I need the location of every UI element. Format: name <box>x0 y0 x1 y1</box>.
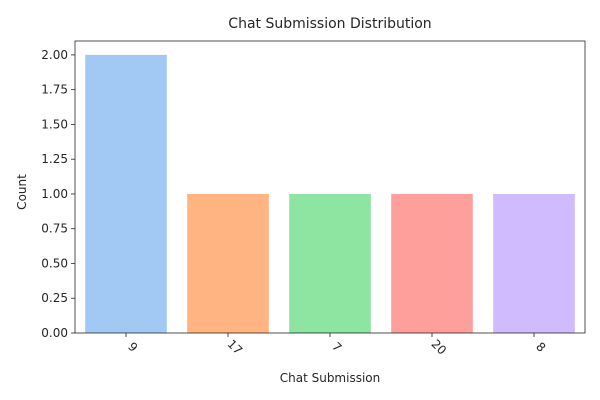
y-tick-label: 0.75 <box>41 222 68 236</box>
plot-area: 9 17 7 20 8 0.00 0.25 0.50 0.75 1.00 1.25 1.50 1.75 2… <box>41 40 586 358</box>
x-tick-label: 17 <box>224 337 245 358</box>
x-tick-label: 8 <box>533 340 548 355</box>
chart-title: Chat Submission Distribution <box>228 16 431 32</box>
y-tick-label: 0.25 <box>41 291 68 305</box>
y-tick-label: 1.00 <box>41 187 68 201</box>
plot-frame <box>74 40 586 334</box>
x-tick-label: 7 <box>329 340 344 355</box>
y-tick-label: 1.75 <box>41 83 68 97</box>
bar-17 <box>187 193 269 333</box>
y-tick-label: 0.50 <box>41 256 68 270</box>
bar-20 <box>391 193 473 333</box>
y-tick-label: 1.25 <box>41 152 68 166</box>
x-axis-label: Chat Submission <box>280 371 381 385</box>
y-tick-label: 2.00 <box>41 48 68 62</box>
y-axis-label: Count <box>15 174 29 210</box>
y-tick-label: 1.50 <box>41 117 68 131</box>
bar-8 <box>493 193 575 333</box>
x-tick-label: 20 <box>428 337 449 358</box>
x-tick-label: 9 <box>125 340 140 355</box>
bar-9 <box>85 54 167 334</box>
y-tick-label: 0.00 <box>41 326 68 340</box>
bar-7 <box>289 193 371 333</box>
